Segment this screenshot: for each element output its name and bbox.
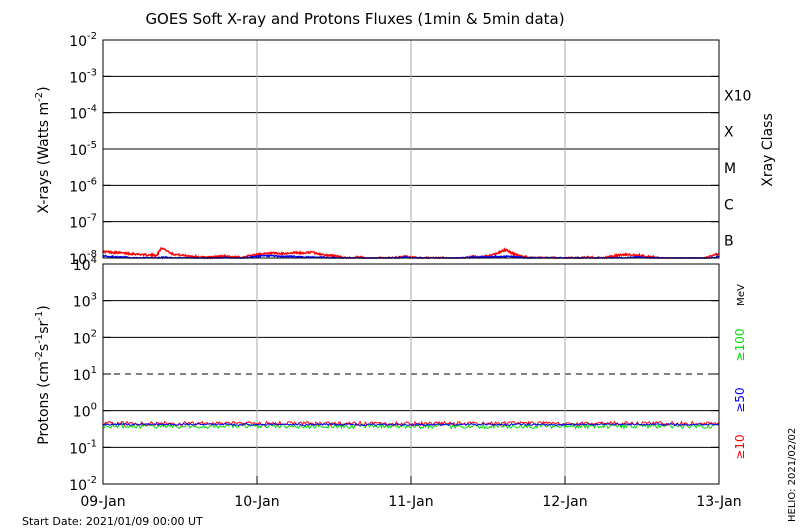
proton-y-tick-label: 102 (73, 328, 97, 347)
proton-y-tick-label: 10-2 (69, 475, 97, 494)
xray-panel: 10-8 10-7 10-6 10-5 10-4 10-3 10-2 B C M X X10 Xray … (34, 31, 776, 268)
xray-y-tick-label: 10-6 (69, 176, 97, 195)
x-axis-tick-label: 13-Jan (696, 494, 741, 510)
proton-legend-label: ≥50 (733, 387, 747, 412)
chart-title: GOES Soft X-ray and Protons Fluxes (1min… (145, 10, 564, 28)
proton-y-tick-label: 103 (73, 292, 97, 311)
proton-legend-label: ≥100 (733, 329, 747, 362)
xray-series-line-0 (102, 246, 719, 260)
xray-y-tick-label: 10-8 (69, 249, 97, 268)
proton-series-line-1 (102, 422, 720, 427)
proton-y-tick-label: 100 (73, 402, 97, 421)
xray-class-label: X (724, 125, 734, 141)
xray-y-tick-label: 10-4 (69, 104, 97, 123)
xray-class-label: M (724, 161, 736, 177)
xray-y-tick-label: 10-5 (69, 140, 97, 159)
x-axis-tick-label: 10-Jan (234, 494, 279, 510)
xray-y-tick-label: 10-7 (69, 213, 97, 232)
start-date-label: Start Date: 2021/01/09 00:00 UT (22, 515, 203, 528)
proton-legend-label: ≥10 (733, 434, 747, 459)
xray-y-tick-label: 10-3 (69, 67, 97, 86)
xray-axis-title: X-rays (Watts m-2) (34, 86, 52, 213)
proton-panel: 10-2 10-1 100 101 102 103 104 09-Jan 10-Jan 11-Ja… (34, 255, 747, 510)
xray-y-tick-label: 10-2 (69, 31, 97, 50)
proton-energy-unit: MeV (736, 284, 747, 306)
xray-class-axis-title: Xray Class (760, 113, 776, 187)
xray-class-label: C (724, 197, 734, 213)
x-axis-tick-label: 09-Jan (80, 494, 125, 510)
proton-y-tick-label: 101 (73, 365, 97, 384)
x-axis-tick-label: 11-Jan (388, 494, 433, 510)
proton-axis-title: Protons (cm-2s-1sr-1) (34, 305, 52, 444)
proton-y-tick-label: 10-1 (69, 438, 97, 457)
proton-y-tick-label: 104 (73, 255, 97, 274)
xray-frame (102, 39, 720, 259)
credit-label: HELIO: 2021/02/02 (787, 428, 798, 522)
x-axis-tick-label: 12-Jan (542, 494, 587, 510)
xray-class-label: X10 (724, 88, 751, 104)
xray-class-label: B (724, 234, 734, 250)
